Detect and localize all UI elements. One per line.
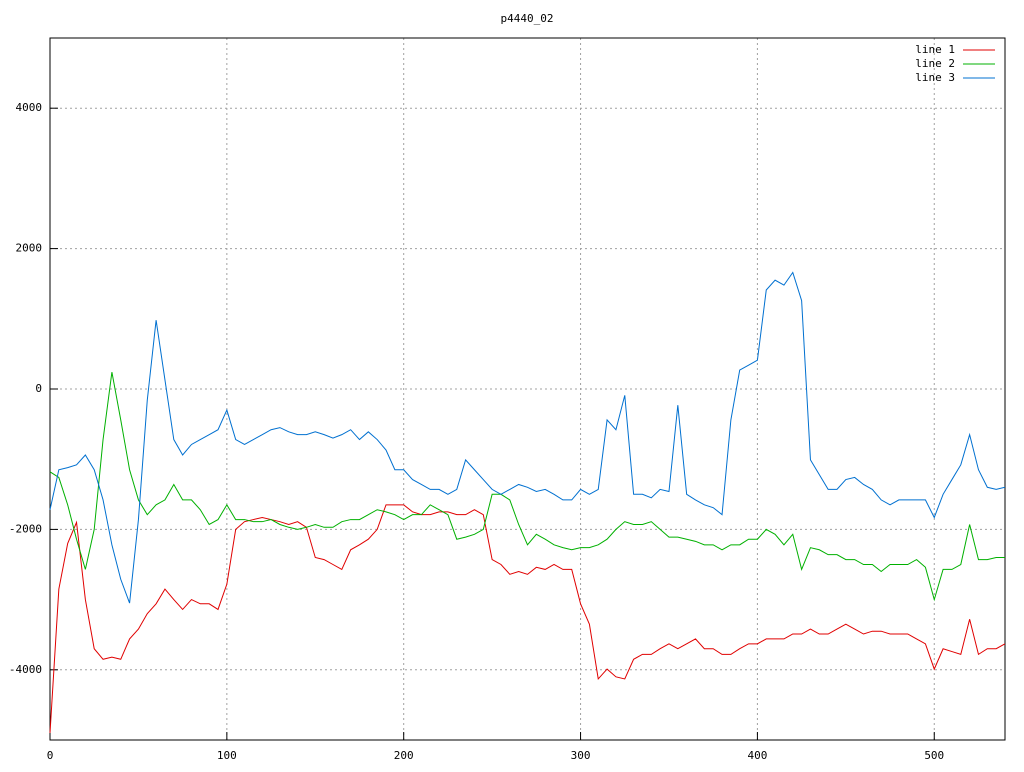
y-tick-label: 4000 <box>16 101 43 114</box>
series-line <box>49 504 1006 734</box>
legend-label: line 1 <box>915 43 955 56</box>
x-tick-label: 100 <box>217 749 237 762</box>
x-tick-label: 0 <box>47 749 54 762</box>
legend-label: line 2 <box>915 57 955 70</box>
chart-title: p4440_02 <box>501 12 554 25</box>
y-tick-label: -2000 <box>9 522 42 535</box>
y-tick-label: 0 <box>35 382 42 395</box>
plot-border <box>49 37 1006 741</box>
legend-label: line 3 <box>915 71 955 84</box>
x-tick-label: 200 <box>394 749 414 762</box>
y-tick-label: -4000 <box>9 663 42 676</box>
x-tick-label: 300 <box>571 749 591 762</box>
x-tick-label: 400 <box>747 749 767 762</box>
series-line <box>49 372 1005 602</box>
y-tick-label: 2000 <box>16 242 43 255</box>
series-line <box>49 271 1006 604</box>
x-tick-label: 500 <box>924 749 944 762</box>
